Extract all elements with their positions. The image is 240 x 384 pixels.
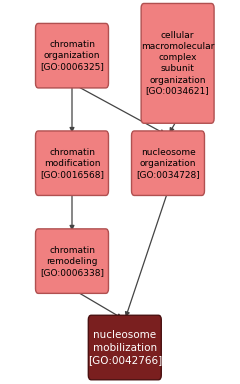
Text: chromatin
organization
[GO:0006325]: chromatin organization [GO:0006325] (40, 40, 104, 71)
FancyBboxPatch shape (36, 23, 108, 88)
FancyBboxPatch shape (88, 315, 161, 380)
FancyBboxPatch shape (132, 131, 204, 195)
Text: chromatin
modification
[GO:0016568]: chromatin modification [GO:0016568] (40, 147, 104, 179)
FancyBboxPatch shape (36, 229, 108, 293)
FancyBboxPatch shape (36, 131, 108, 195)
Text: nucleosome
organization
[GO:0034728]: nucleosome organization [GO:0034728] (136, 147, 200, 179)
Text: cellular
macromolecular
complex
subunit
organization
[GO:0034621]: cellular macromolecular complex subunit … (141, 31, 214, 96)
Text: chromatin
remodeling
[GO:0006338]: chromatin remodeling [GO:0006338] (40, 245, 104, 277)
FancyBboxPatch shape (141, 3, 214, 123)
Text: nucleosome
mobilization
[GO:0042766]: nucleosome mobilization [GO:0042766] (88, 330, 162, 365)
